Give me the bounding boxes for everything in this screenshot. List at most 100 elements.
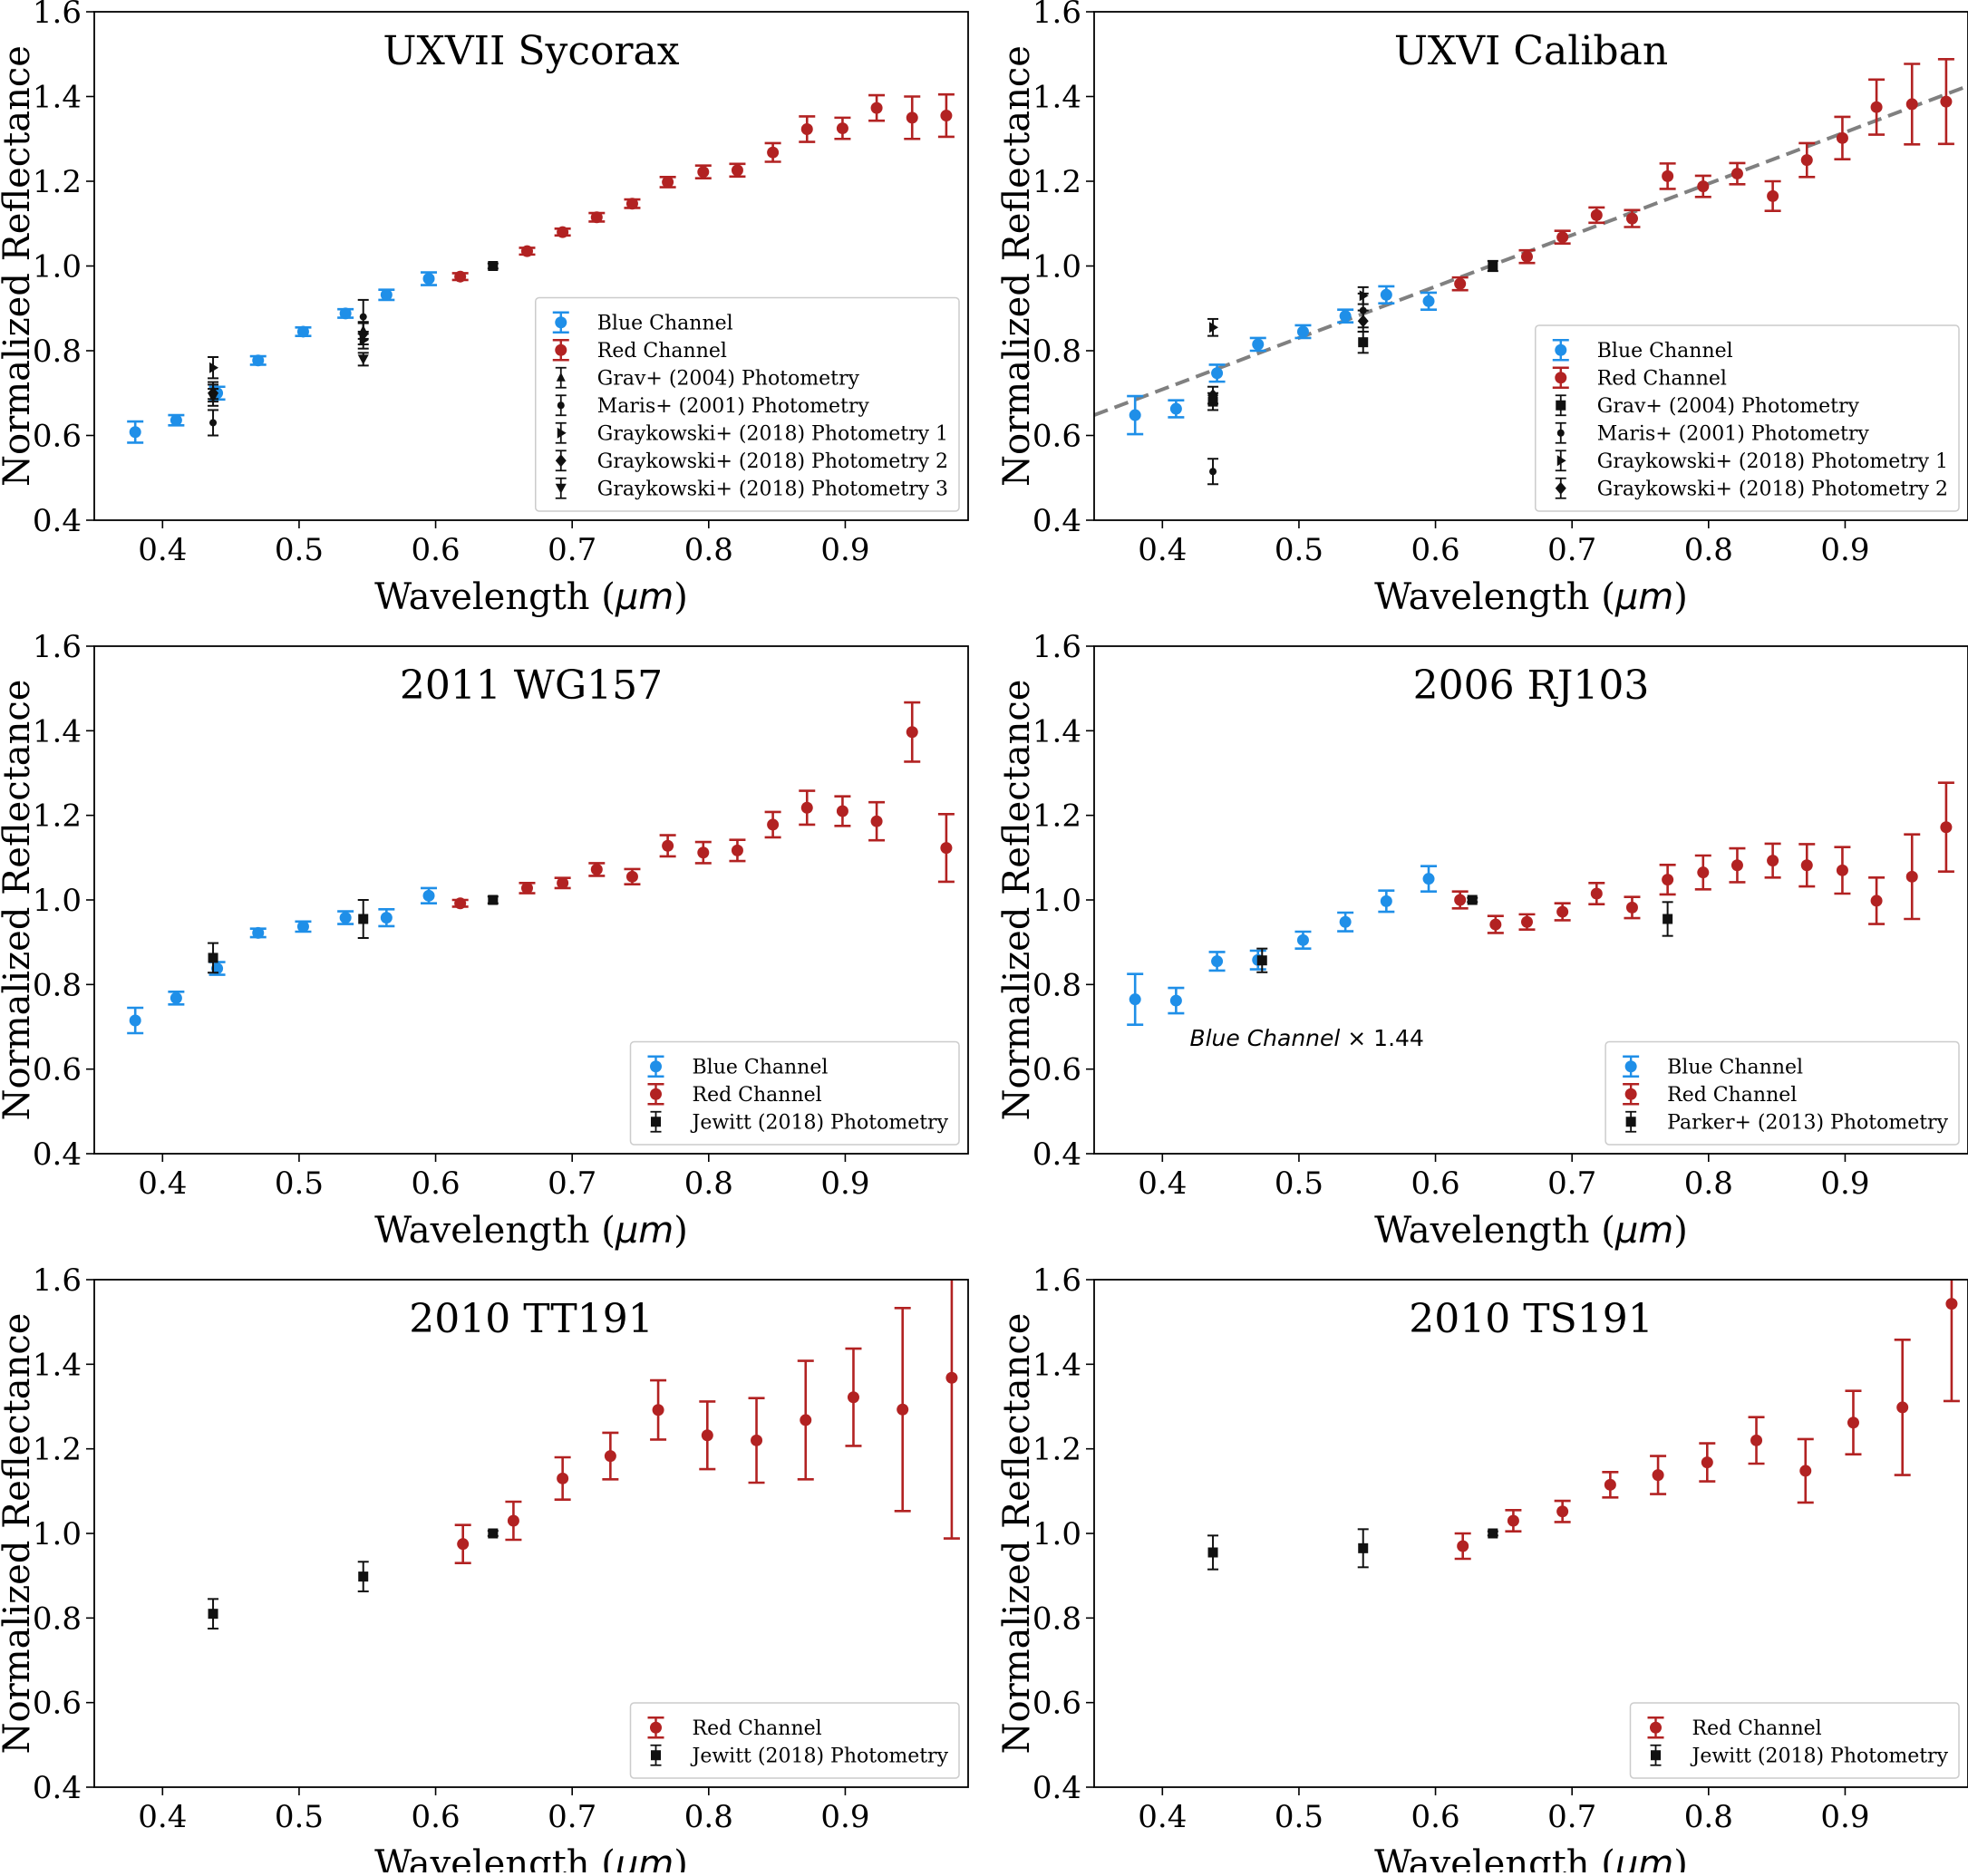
data-point bbox=[906, 111, 918, 124]
legend-entry: Parker+ (2013) Photometry bbox=[1625, 1110, 1949, 1134]
data-point bbox=[625, 198, 638, 210]
data-point bbox=[252, 926, 265, 939]
data-point bbox=[800, 801, 813, 814]
chart-title: 2006 RJ103 bbox=[1413, 662, 1650, 709]
chart-panel-2006-rj103: 0.4 0.5 0.6 0.7 0.8 0.9 0.4 0.6 0.8 1.0 1.2 1.4 1.6 W… bbox=[996, 629, 1968, 1252]
legend-label: Graykowski+ (2018) Photometry 1 bbox=[597, 422, 948, 445]
data-point bbox=[457, 1538, 470, 1551]
data-point bbox=[1211, 955, 1224, 968]
data-point bbox=[1836, 864, 1848, 876]
series-normalization-point bbox=[1487, 259, 1498, 273]
data-point bbox=[1129, 993, 1141, 1006]
x-tick-label: 0.4 bbox=[138, 1165, 187, 1202]
legend-label: Red Channel bbox=[1597, 367, 1727, 390]
legend-marker bbox=[1651, 1750, 1661, 1761]
series-red-channel bbox=[1454, 1280, 1960, 1561]
legend-marker bbox=[557, 401, 565, 410]
data-point bbox=[1940, 95, 1953, 108]
legend-marker bbox=[1555, 481, 1566, 495]
y-tick-label: 1.6 bbox=[33, 629, 82, 665]
legend: Blue Channel Red Channel Grav+ (2004) Phot… bbox=[535, 296, 960, 512]
x-tick-label: 0.5 bbox=[1275, 532, 1323, 568]
legend-entry: Maris+ (2001) Photometry bbox=[555, 394, 869, 418]
axes-frame bbox=[1093, 645, 1968, 1155]
data-point bbox=[357, 354, 369, 365]
data-point bbox=[1590, 887, 1603, 900]
legend-marker bbox=[1556, 455, 1566, 467]
chart-title: 2010 TT191 bbox=[409, 1296, 653, 1342]
legend-label: Grav+ (2004) Photometry bbox=[597, 367, 860, 390]
y-tick-label: 1.4 bbox=[33, 80, 82, 116]
x-tick-label: 0.5 bbox=[275, 1165, 324, 1202]
legend-frame bbox=[629, 1040, 960, 1146]
y-axis-label: Normalized Reflectance bbox=[996, 680, 1038, 1121]
data-point bbox=[1467, 894, 1478, 905]
data-point bbox=[358, 914, 369, 924]
data-point bbox=[1556, 1505, 1569, 1518]
x-tick-label: 0.7 bbox=[1547, 1799, 1596, 1835]
data-point bbox=[1296, 933, 1309, 946]
data-point bbox=[1701, 1456, 1713, 1469]
data-point bbox=[520, 245, 533, 257]
legend-label: Jewitt (2018) Photometry bbox=[691, 1745, 949, 1767]
data-point bbox=[847, 1391, 859, 1404]
data-point bbox=[1697, 866, 1710, 879]
legend-frame bbox=[629, 1702, 960, 1779]
plot-area bbox=[1207, 1280, 1960, 1571]
x-axis-label: Wavelength (μm) bbox=[1374, 1210, 1688, 1252]
legend-entry: Red Channel bbox=[1647, 1716, 1822, 1740]
y-tick-label: 0.6 bbox=[1032, 419, 1081, 455]
legend-marker bbox=[651, 1117, 661, 1127]
y-tick-label: 0.4 bbox=[1032, 1136, 1081, 1173]
legend-label: Red Channel bbox=[693, 1084, 822, 1107]
y-tick-label: 1.2 bbox=[33, 1432, 82, 1468]
data-point bbox=[1169, 994, 1182, 1007]
legend-marker bbox=[557, 427, 567, 439]
x-tick-label: 0.4 bbox=[1138, 532, 1187, 568]
legend: Blue Channel Red Channel Parker+ (2013) Ph… bbox=[1604, 1040, 1960, 1146]
legend-label: Blue Channel bbox=[693, 1056, 829, 1078]
data-point bbox=[1507, 1514, 1519, 1527]
y-tick-label: 1.4 bbox=[1032, 1347, 1081, 1383]
x-tick-label: 0.9 bbox=[820, 1165, 869, 1202]
data-point bbox=[1836, 131, 1848, 144]
legend-label: Graykowski+ (2018) Photometry 2 bbox=[597, 450, 948, 473]
data-point bbox=[557, 876, 569, 889]
data-point bbox=[359, 313, 367, 321]
data-point bbox=[590, 863, 603, 875]
data-point bbox=[1359, 290, 1369, 302]
y-tick-label: 1.6 bbox=[33, 0, 82, 31]
legend-entry: Graykowski+ (2018) Photometry 1 bbox=[1555, 450, 1948, 473]
x-axis-label-unit: μm bbox=[1614, 1210, 1673, 1252]
y-tick-label: 0.8 bbox=[1032, 967, 1081, 1003]
legend-entry: Graykowski+ (2018) Photometry 1 bbox=[555, 421, 948, 445]
plot-area bbox=[1094, 58, 1968, 486]
chart-panel-2010-tt191: 0.4 0.5 0.6 0.7 0.8 0.9 0.4 0.6 0.8 1.0 1.2 1.4 1.6 W… bbox=[0, 1262, 969, 1876]
data-point bbox=[1940, 821, 1953, 834]
legend-label: Graykowski+ (2018) Photometry 2 bbox=[1597, 478, 1948, 500]
legend-entry: Graykowski+ (2018) Photometry 3 bbox=[555, 477, 948, 500]
data-point bbox=[1697, 180, 1710, 193]
x-tick-label: 0.8 bbox=[684, 1799, 733, 1835]
y-tick-label: 0.4 bbox=[33, 503, 82, 539]
y-tick-label: 0.8 bbox=[33, 1600, 82, 1637]
y-tick-label: 1.4 bbox=[33, 713, 82, 749]
legend-marker bbox=[556, 372, 566, 382]
series-graykowski-2018-photometry-1 bbox=[1207, 285, 1369, 337]
series-normalization-point bbox=[487, 261, 499, 271]
legend-frame bbox=[1629, 1702, 1960, 1779]
series-blue-channel bbox=[127, 886, 438, 1035]
annotation-italic: Blue Channel bbox=[1189, 1025, 1340, 1051]
series-jewitt-2018-photometry bbox=[208, 1528, 499, 1629]
data-point bbox=[1169, 402, 1182, 415]
axes-frame bbox=[1093, 11, 1968, 521]
data-point bbox=[1896, 1401, 1909, 1414]
y-tick-label: 1.0 bbox=[1032, 883, 1081, 919]
series-blue-channel bbox=[1127, 285, 1438, 436]
legend-frame bbox=[1535, 324, 1960, 512]
y-tick-label: 1.0 bbox=[1032, 1516, 1081, 1552]
data-point bbox=[296, 920, 309, 933]
data-point bbox=[208, 392, 219, 403]
data-point bbox=[1422, 873, 1435, 885]
